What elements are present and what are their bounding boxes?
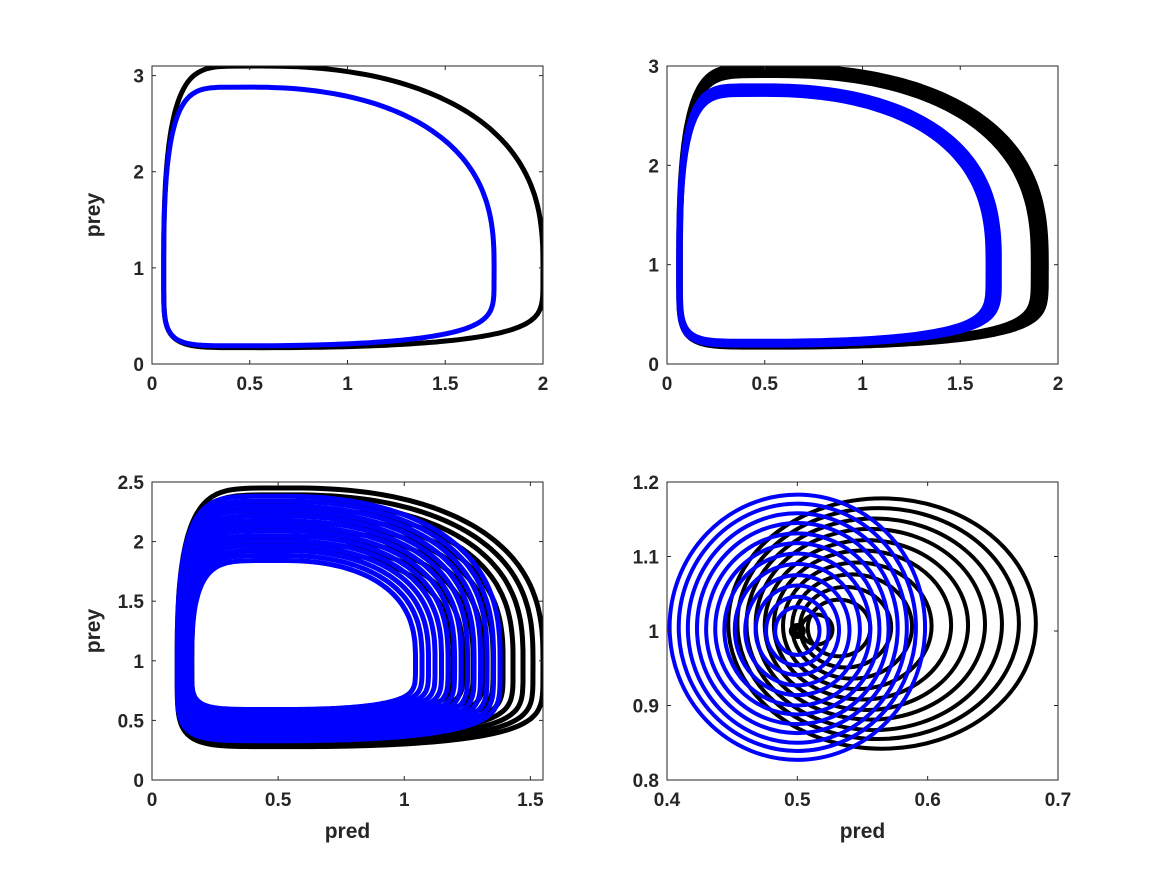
panel-top-right: 0 0.5 1 1.5 2 0 1 2 3 bbox=[648, 57, 1063, 395]
x-tick-label: 2 bbox=[538, 374, 549, 395]
x-tick-label: 1 bbox=[399, 790, 410, 811]
x-tick-label: 0 bbox=[662, 374, 673, 395]
series-blue-line bbox=[189, 558, 418, 712]
panel-top-left: 0 0.5 1 1.5 2 0 1 2 3 prey bbox=[82, 65, 549, 395]
x-axis-label: pred bbox=[840, 820, 886, 843]
panel-bottom-left: 0 0.5 1 1.5 0 0.5 1 1.5 2 2.5 pred prey bbox=[82, 473, 544, 843]
y-tick-label: 0 bbox=[133, 355, 144, 376]
y-tick-label: 0.5 bbox=[118, 711, 145, 732]
x-tick-label: 0.5 bbox=[237, 374, 264, 395]
y-tick-label: 1.2 bbox=[633, 473, 659, 494]
x-tick-label: 0.5 bbox=[752, 374, 779, 395]
x-tick-label: 1 bbox=[342, 374, 353, 395]
axes-box bbox=[151, 481, 544, 781]
x-tick-label: 0.6 bbox=[914, 790, 940, 811]
axes-box bbox=[666, 65, 1059, 365]
series-blue bbox=[174, 493, 503, 744]
x-tick-label: 0.5 bbox=[265, 790, 292, 811]
plot-area bbox=[676, 66, 1049, 350]
plot-area bbox=[161, 66, 543, 351]
x-tick-label: 0 bbox=[147, 790, 158, 811]
series-blue-line bbox=[188, 553, 425, 715]
series-blue-ring bbox=[722, 551, 873, 708]
series-blue bbox=[161, 84, 497, 349]
series-blue-line bbox=[677, 87, 997, 346]
y-tick-label: 2 bbox=[133, 163, 144, 184]
series-blue bbox=[667, 492, 928, 762]
y-tick-label: 1 bbox=[133, 652, 144, 673]
series-blue-ring bbox=[685, 511, 909, 745]
y-tick-label: 2 bbox=[648, 156, 659, 177]
series-blue-line bbox=[187, 548, 431, 717]
panel-bottom-right: 0.4 0.5 0.6 0.7 0.8 0.9 1 1.1 1.2 pred bbox=[633, 473, 1072, 843]
y-tick-label: 0.8 bbox=[633, 771, 659, 792]
y-tick-label: 3 bbox=[648, 57, 659, 78]
series-black-ring bbox=[726, 496, 1038, 751]
x-tick-label: 1 bbox=[857, 374, 868, 395]
x-tick-label: 0 bbox=[147, 374, 158, 395]
series-blue-ring bbox=[773, 605, 822, 657]
series-blue-line bbox=[676, 83, 1002, 348]
y-tick-label: 0 bbox=[133, 771, 144, 792]
series-black-ring bbox=[735, 506, 1021, 742]
y-axis-label: prey bbox=[82, 609, 105, 654]
y-tick-label: 1.5 bbox=[118, 592, 145, 613]
series-black-ring bbox=[792, 626, 802, 636]
x-tick-label: 2 bbox=[1053, 374, 1064, 395]
y-tick-label: 1 bbox=[133, 259, 144, 280]
x-tick-label: 1.5 bbox=[517, 790, 544, 811]
plot-area bbox=[667, 492, 1038, 762]
series-blue-line bbox=[161, 84, 497, 349]
series-blue bbox=[676, 83, 1002, 348]
x-axis-label: pred bbox=[325, 820, 371, 843]
y-tick-label: 1 bbox=[648, 256, 659, 277]
x-tick-label: 0.5 bbox=[784, 790, 811, 811]
series-blue-ring bbox=[764, 594, 831, 668]
series-blue-ring bbox=[667, 492, 928, 762]
series-blue-line bbox=[677, 91, 991, 344]
plot-area bbox=[174, 485, 543, 750]
series-blue-ring bbox=[676, 501, 918, 753]
y-tick-label: 0.9 bbox=[633, 697, 659, 718]
series-blue-ring bbox=[704, 531, 891, 727]
series-black-ring bbox=[788, 623, 806, 639]
series-blue-ring bbox=[753, 583, 842, 677]
y-axis-label: prey bbox=[82, 193, 105, 238]
y-tick-label: 3 bbox=[133, 67, 144, 88]
y-tick-label: 1 bbox=[648, 622, 659, 643]
x-tick-label: 0.7 bbox=[1045, 790, 1071, 811]
y-tick-label: 2.5 bbox=[118, 473, 145, 494]
y-tick-label: 0 bbox=[648, 355, 659, 376]
series-blue-line bbox=[184, 538, 444, 722]
y-tick-label: 2 bbox=[133, 533, 144, 554]
y-tick-label: 1.1 bbox=[633, 548, 660, 569]
series-blue-ring bbox=[694, 520, 900, 736]
series-blue-line bbox=[676, 85, 999, 347]
x-tick-label: 0.4 bbox=[654, 790, 681, 811]
x-tick-label: 1.5 bbox=[432, 374, 459, 395]
series-blue-ring bbox=[713, 541, 882, 717]
series-blue-ring bbox=[732, 561, 862, 698]
x-tick-label: 1.5 bbox=[947, 374, 974, 395]
series-blue-ring bbox=[743, 573, 852, 688]
